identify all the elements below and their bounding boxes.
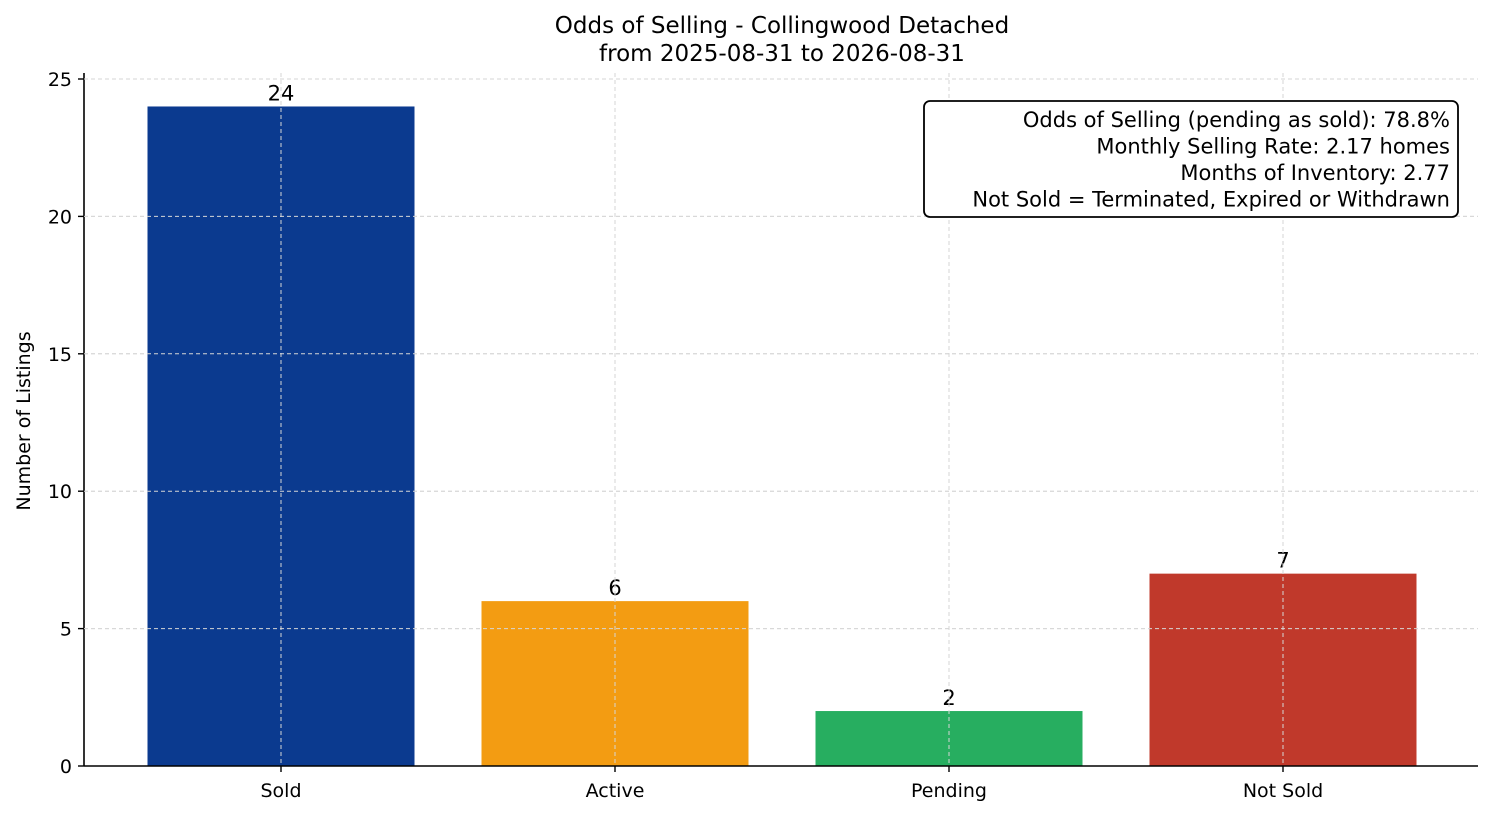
chart-subtitle: from 2025-08-31 to 2026-08-31 (599, 41, 965, 67)
y-tick-label: 0 (60, 756, 72, 778)
annotation-line: Months of Inventory: 2.77 (1180, 161, 1450, 185)
y-tick-label: 25 (48, 69, 72, 91)
x-tick-label: Sold (260, 780, 301, 802)
axes: 0 5 10 15 20 25 Sold Active Pending Not Sold (48, 69, 1478, 802)
x-tick-label: Pending (911, 780, 987, 802)
y-tick-label: 15 (48, 344, 72, 366)
y-tick-label: 10 (48, 481, 72, 503)
y-axis-label: Number of Listings (13, 331, 35, 510)
data-label: 6 (608, 576, 621, 600)
annotation-box: Odds of Selling (pending as sold): 78.8%… (923, 100, 1459, 218)
annotation-line: Monthly Selling Rate: 2.17 homes (1096, 135, 1450, 159)
y-tick-label: 20 (48, 206, 72, 228)
bar-sold (147, 106, 415, 767)
annotation-line: Not Sold = Terminated, Expired or Withdr… (972, 188, 1450, 212)
annotation-frame (923, 100, 1459, 218)
chart-title: Odds of Selling - Collingwood Detached (555, 13, 1009, 39)
annotation-line: Odds of Selling (pending as sold): 78.8% (1023, 108, 1450, 132)
y-tick-label: 5 (60, 619, 72, 641)
x-tick-label: Active (586, 780, 645, 802)
x-tick-label: Not Sold (1243, 780, 1323, 802)
data-label: 7 (1276, 549, 1289, 573)
